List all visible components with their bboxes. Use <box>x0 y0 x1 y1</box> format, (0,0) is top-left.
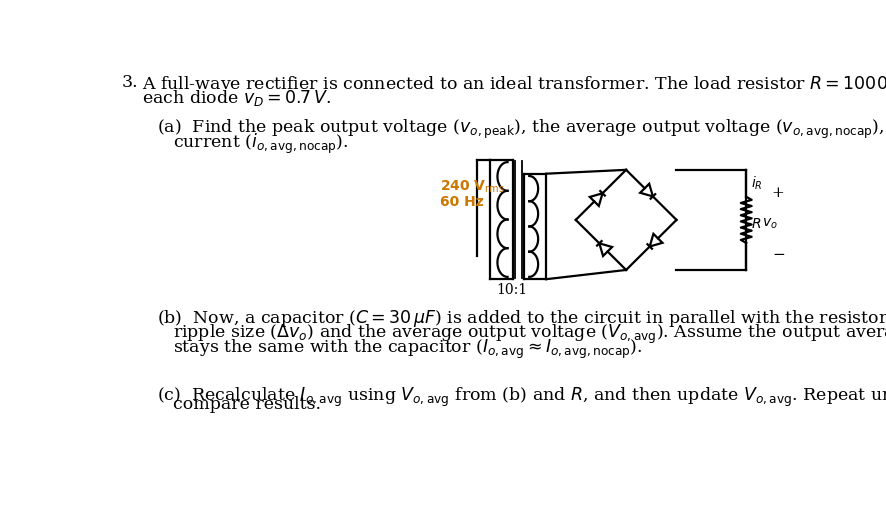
Text: (c)  Recalculate $I_{o,\mathrm{avg}}$ using $V_{o,\mathrm{avg}}$ from (b) and $R: (c) Recalculate $I_{o,\mathrm{avg}}$ usi… <box>157 382 886 409</box>
Text: (b)  Now, a capacitor ($C = 30\,\mu F$) is added to the circuit in parallel with: (b) Now, a capacitor ($C = 30\,\mu F$) i… <box>157 309 886 329</box>
Text: 240 V$_\mathrm{rms}$: 240 V$_\mathrm{rms}$ <box>440 178 505 195</box>
Text: stays the same with the capacitor ($I_{o,\mathrm{avg}} \approx I_{o,\mathrm{avg,: stays the same with the capacitor ($I_{o… <box>173 338 642 361</box>
Text: 60 Hz: 60 Hz <box>440 195 484 209</box>
Text: each diode $v_D = 0.7\,V$.: each diode $v_D = 0.7\,V$. <box>142 88 331 108</box>
Text: ripple size ($\Delta v_o$) and the average output voltage ($V_{o,\mathrm{avg}}$): ripple size ($\Delta v_o$) and the avera… <box>173 323 886 346</box>
Text: compare results.: compare results. <box>173 396 321 413</box>
Text: current ($i_{o,\mathrm{avg,nocap}}$).: current ($i_{o,\mathrm{avg,nocap}}$). <box>173 131 348 156</box>
Text: $v_o$: $v_o$ <box>762 217 778 231</box>
Text: +: + <box>772 186 785 200</box>
Text: $R$: $R$ <box>751 217 761 231</box>
Text: 10:1: 10:1 <box>497 283 528 297</box>
Text: A full-wave rectifier is connected to an ideal transformer. The load resistor $R: A full-wave rectifier is connected to an… <box>142 74 886 95</box>
Text: $i_R$: $i_R$ <box>751 175 763 192</box>
Text: $-$: $-$ <box>772 246 785 260</box>
Text: (a)  Find the peak output voltage ($v_{o,\mathrm{peak}}$), the average output vo: (a) Find the peak output voltage ($v_{o,… <box>157 117 886 141</box>
Text: 3.: 3. <box>121 74 138 92</box>
